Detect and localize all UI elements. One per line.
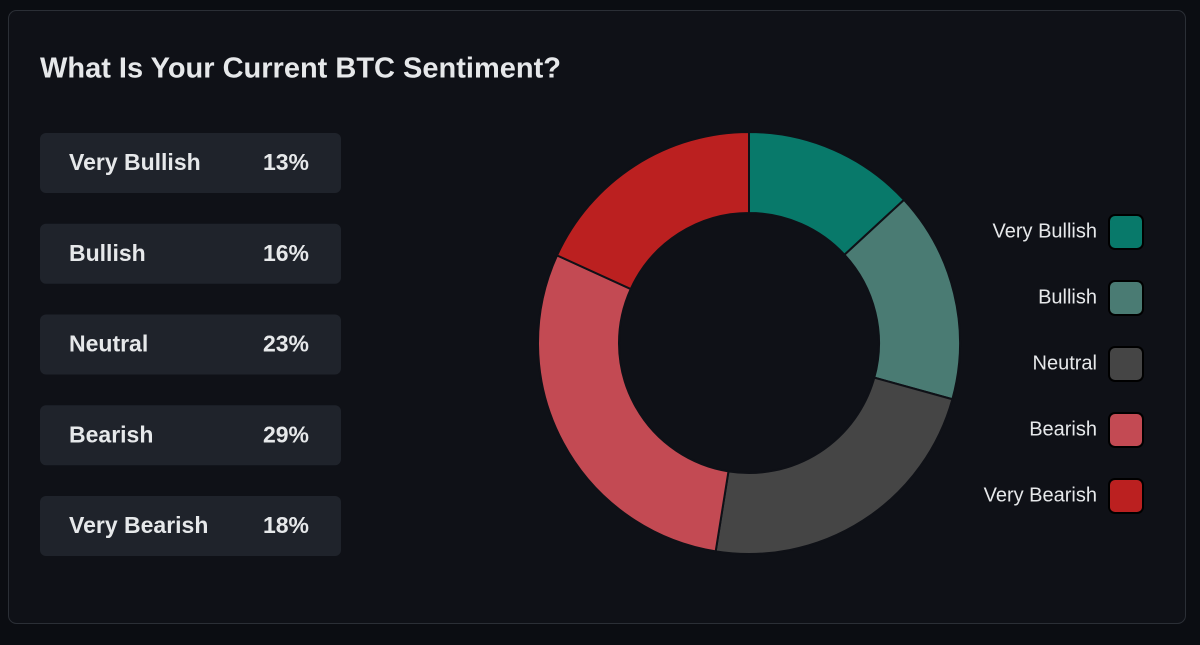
option-pill	[40, 223, 341, 284]
option-percent: 23%	[263, 331, 309, 357]
legend-label: Bullish	[1038, 286, 1097, 308]
legend-label: Neutral	[1033, 352, 1097, 374]
card-title: What Is Your Current BTC Sentiment?	[40, 53, 561, 85]
legend-swatch	[1108, 214, 1144, 250]
slice	[555, 130, 750, 291]
legend-label: Very Bearish	[984, 484, 1097, 506]
option-label: Bullish	[69, 240, 146, 266]
legend-label: Very Bullish	[993, 220, 1098, 242]
option-label: Very Bullish	[69, 149, 201, 175]
option-percent: 29%	[263, 421, 309, 447]
legend-swatch	[1108, 412, 1144, 448]
slice	[537, 254, 730, 553]
option-label: Neutral	[69, 331, 148, 357]
legend-swatch	[1108, 346, 1144, 382]
option-pill	[40, 496, 341, 556]
option-pill	[40, 405, 341, 466]
option-label: Bearish	[69, 421, 153, 447]
option-pill	[40, 133, 341, 193]
legend-label: Bearish	[1029, 418, 1097, 440]
option-percent: 13%	[263, 149, 309, 175]
option-percent: 16%	[263, 240, 309, 266]
legend-swatch	[1108, 478, 1144, 514]
option-label: Very Bearish	[69, 512, 208, 538]
option-pill	[40, 314, 341, 375]
option-percent: 18%	[263, 512, 309, 538]
legend-swatch	[1108, 280, 1144, 316]
slice	[714, 376, 954, 555]
